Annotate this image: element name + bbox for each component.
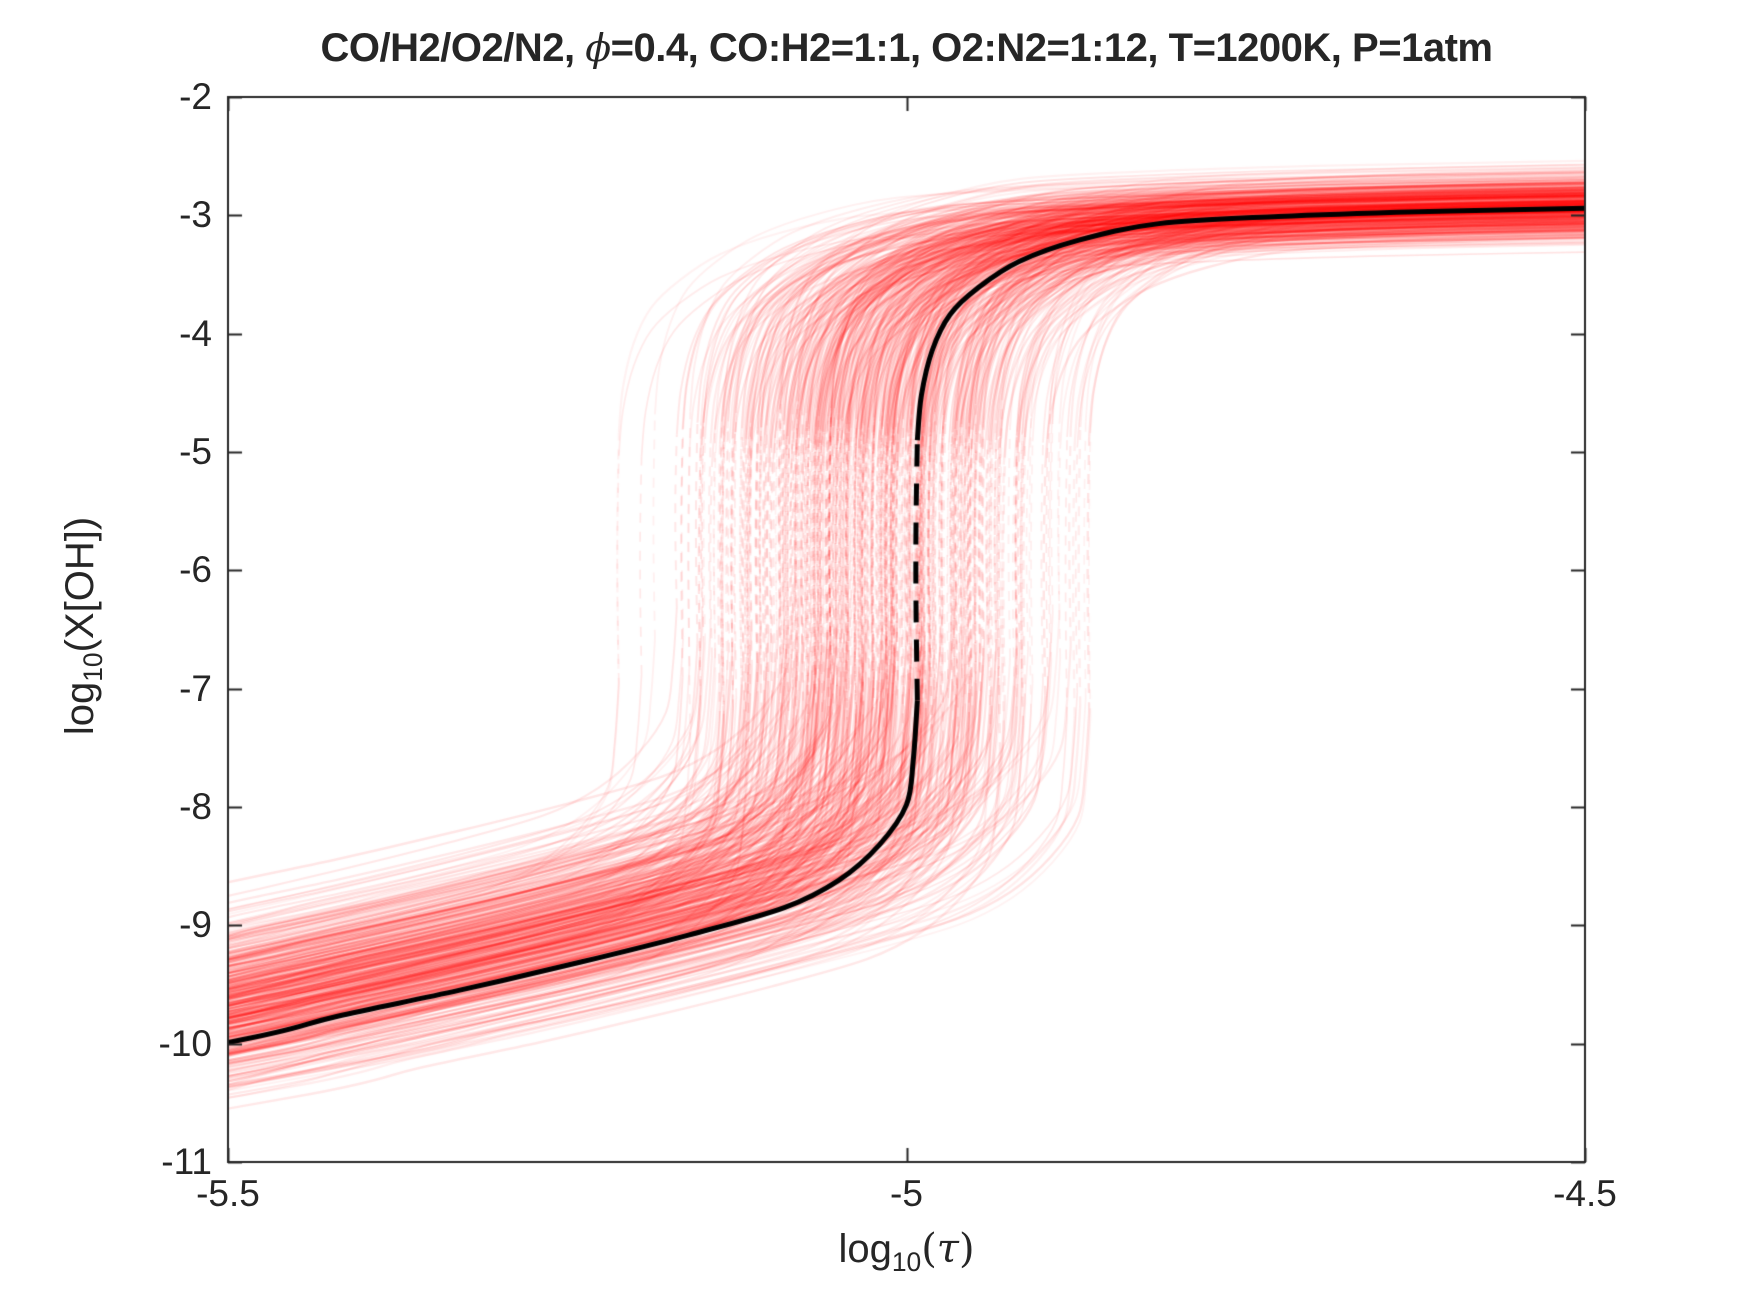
x-tick-label: -5.5 [196, 1173, 260, 1214]
title-text-1: CO/H2/O2/N2, [320, 26, 586, 70]
tau-symbol: τ [936, 1226, 959, 1272]
phi-symbol: ϕ [585, 26, 611, 70]
y-tick-label: -11 [161, 1141, 212, 1182]
y-tick-label: -2 [179, 76, 212, 117]
y-tick-label: -5 [179, 431, 212, 472]
y-tick-label: -9 [179, 904, 212, 946]
y-tick-label: -4 [179, 312, 212, 354]
x-label-open-paren: ( [921, 1226, 937, 1272]
y-label-open-paren: ( [58, 639, 102, 653]
y-tick-label: -8 [179, 786, 212, 827]
x-tick-label: -5 [890, 1173, 923, 1214]
y-tick-label: -3 [179, 194, 212, 236]
title-text-2: =0.4, CO:H2=1:1, O2:N2=1:12, T=1200K, P=… [610, 26, 1493, 70]
x-tick-label: -4.5 [1553, 1173, 1617, 1214]
x-label-pre: log [838, 1227, 892, 1271]
y-label-close-paren: ) [58, 516, 102, 531]
y-tick-label: -6 [179, 549, 212, 591]
x-label-close-paren: ) [958, 1226, 975, 1272]
y-tick-label: -10 [158, 1022, 212, 1064]
x-axis-label: log10(τ) [228, 1226, 1585, 1278]
y-axis-label: log10(X[OH]) [58, 326, 108, 926]
plot-title: CO/H2/O2/N2, ϕ=0.4, CO:H2=1:1, O2:N2=1:1… [228, 26, 1585, 71]
x-label-subscript: 10 [891, 1247, 922, 1278]
y-tick-label: -7 [179, 667, 212, 709]
